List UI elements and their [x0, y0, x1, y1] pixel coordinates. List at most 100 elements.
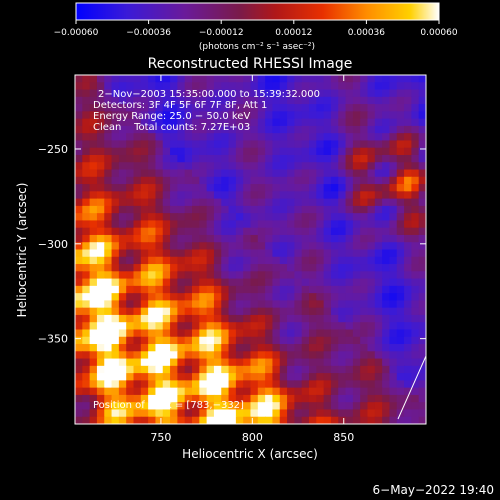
heatmap-cell — [104, 351, 113, 360]
heatmap-cell — [162, 416, 171, 424]
heatmap-cell — [418, 249, 426, 258]
heatmap-cell — [75, 75, 83, 83]
heatmap-cell — [82, 242, 91, 251]
heatmap-cell — [118, 147, 127, 156]
heatmap-cell — [140, 336, 149, 345]
heatmap-cell — [228, 322, 237, 331]
heatmap-cell — [411, 256, 420, 265]
heatmap-cell — [75, 402, 83, 411]
heatmap-cell — [374, 242, 383, 251]
heatmap-cell — [162, 184, 171, 192]
heatmap-cell — [184, 336, 193, 345]
heatmap-cell — [265, 227, 274, 236]
heatmap-cell — [272, 329, 281, 338]
heatmap-cell — [235, 314, 244, 323]
heatmap-cell — [170, 242, 178, 251]
heatmap-cell — [418, 365, 426, 374]
heatmap-cell — [309, 169, 317, 178]
heatmap-cell — [411, 365, 420, 374]
heatmap-cell — [367, 351, 376, 360]
heatmap-cell — [265, 409, 274, 418]
heatmap-cell — [118, 387, 127, 396]
heatmap-cell — [411, 104, 420, 112]
heatmap-cell — [404, 402, 412, 411]
heatmap-cell — [272, 394, 281, 403]
heatmap-cell — [192, 234, 200, 243]
heatmap-cell — [367, 82, 376, 91]
heatmap-cell — [199, 300, 208, 309]
heatmap-cell — [301, 402, 310, 411]
heatmap-cell — [155, 409, 164, 418]
heatmap-cell — [206, 213, 215, 222]
heatmap-cell — [338, 314, 347, 323]
heatmap-cell — [170, 169, 178, 178]
heatmap-cell — [301, 227, 310, 236]
heatmap-cell — [75, 220, 83, 229]
heatmap-cell — [221, 205, 230, 214]
heatmap-cell — [133, 242, 142, 251]
heatmap-cell — [155, 402, 164, 411]
heatmap-cell — [155, 89, 164, 98]
heatmap-cell — [272, 249, 281, 258]
heatmap-cell — [235, 351, 244, 360]
heatmap-cell — [111, 234, 120, 243]
heatmap-cell — [126, 351, 135, 360]
heatmap-cell — [192, 293, 200, 301]
heatmap-cell — [177, 365, 186, 374]
heatmap-cell — [345, 118, 354, 127]
heatmap-cell — [170, 118, 178, 127]
heatmap-cell — [367, 111, 376, 120]
heatmap-cell — [316, 111, 325, 120]
heatmap-cell — [294, 191, 303, 200]
heatmap-cell — [118, 278, 127, 287]
heatmap-cell — [250, 140, 259, 149]
heatmap-cell — [133, 365, 142, 374]
heatmap-cell — [301, 176, 310, 185]
heatmap-cell — [257, 147, 266, 156]
heatmap-cell — [257, 307, 266, 316]
heatmap-cell — [104, 227, 113, 236]
heatmap-cell — [206, 256, 215, 265]
heatmap-cell — [111, 285, 120, 294]
heatmap-cell — [272, 169, 281, 178]
heatmap-cell — [294, 184, 303, 192]
heatmap-cell — [257, 96, 266, 105]
heatmap-cell — [235, 133, 244, 142]
info-line-clean: Clean Total counts: 7.27E+03 — [93, 122, 250, 133]
heatmap-cell — [279, 373, 288, 381]
heatmap-cell — [75, 336, 83, 345]
heatmap-cell — [170, 394, 178, 403]
heatmap-cell — [279, 264, 288, 272]
heatmap-cell — [184, 111, 193, 120]
heatmap-plot-area — [75, 75, 426, 424]
heatmap-cell — [309, 336, 317, 345]
heatmap-cell — [257, 169, 266, 178]
heatmap-cell — [118, 82, 127, 91]
heatmap-cell — [360, 89, 369, 98]
heatmap-cell — [140, 358, 149, 367]
heatmap-cell — [228, 89, 237, 98]
heatmap-cell — [206, 191, 215, 200]
heatmap-cell — [155, 205, 164, 214]
heatmap-cell — [389, 133, 398, 142]
heatmap-cell — [148, 322, 157, 331]
heatmap-cell — [272, 234, 281, 243]
heatmap-cell — [228, 234, 237, 243]
heatmap-cell — [265, 140, 274, 149]
heatmap-cell — [272, 285, 281, 294]
heatmap-cell — [82, 169, 91, 178]
heatmap-cell — [287, 365, 295, 374]
heatmap-cell — [265, 336, 274, 345]
heatmap-cell — [294, 96, 303, 105]
heatmap-cell — [170, 111, 178, 120]
heatmap-cell — [374, 82, 383, 91]
heatmap-cell — [294, 213, 303, 222]
heatmap-cell — [352, 118, 361, 127]
heatmap-cell — [389, 344, 398, 352]
heatmap-cell — [294, 264, 303, 272]
heatmap-cell — [323, 220, 332, 229]
heatmap-cell — [316, 118, 325, 127]
heatmap-cell — [338, 293, 347, 301]
heatmap-cell — [330, 409, 339, 418]
heatmap-cell — [206, 96, 215, 105]
